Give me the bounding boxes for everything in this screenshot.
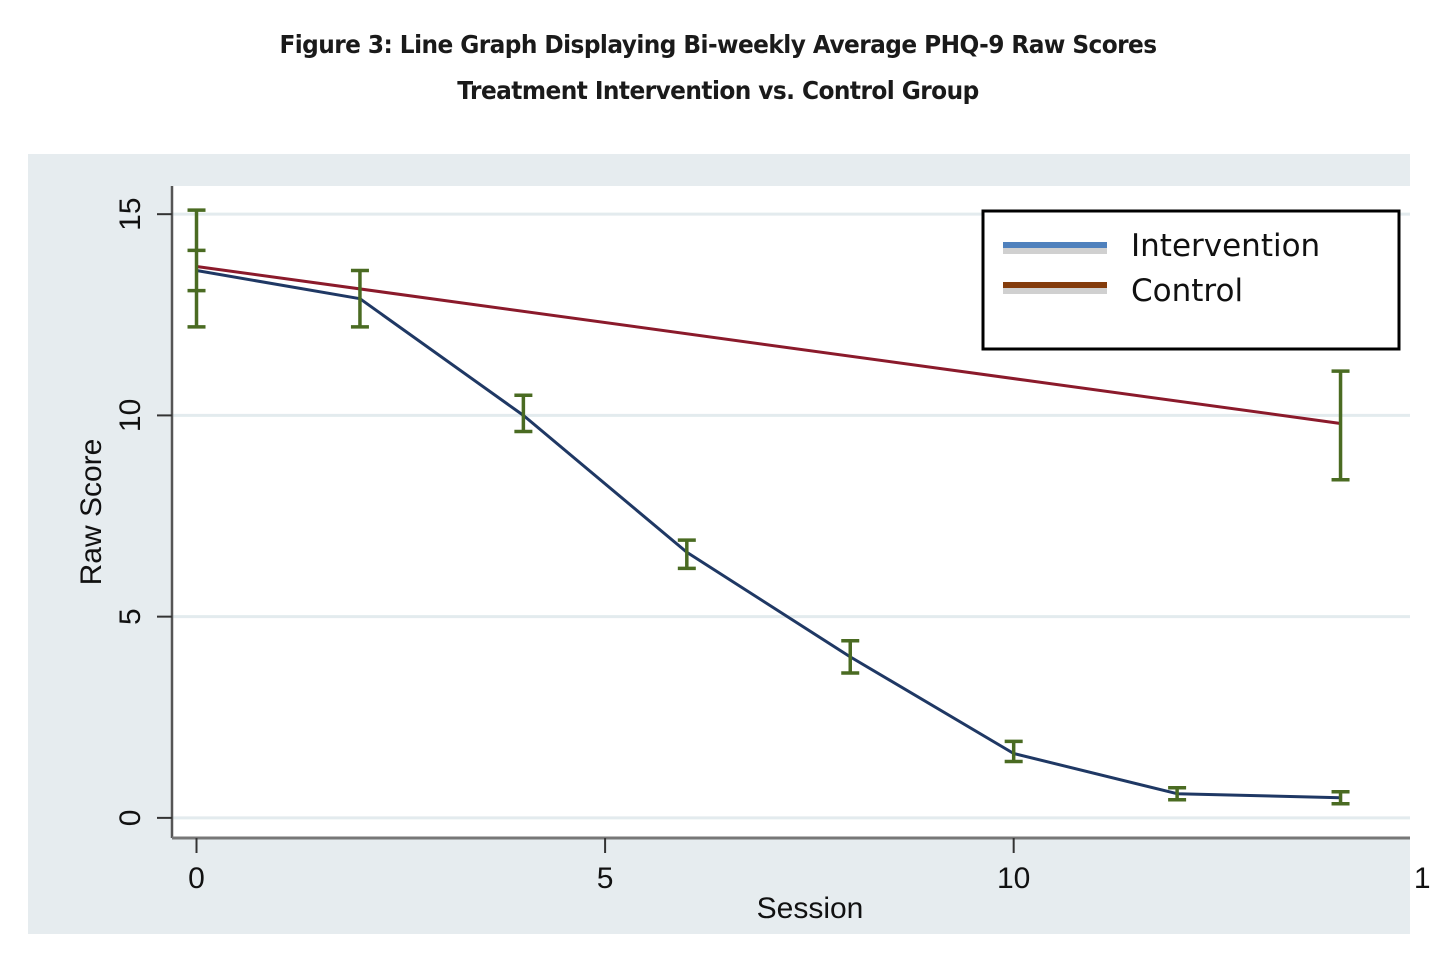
series-line-control (196, 265, 1341, 425)
legend-swatch-control (1003, 282, 1107, 288)
gridlines (172, 212, 1410, 820)
y-axis-title: Raw Score (75, 439, 108, 586)
x-tick-label: 1 (1414, 862, 1431, 895)
axes (170, 186, 1410, 840)
legend-label-intervention: Intervention (1131, 228, 1320, 264)
x-axis-ticks: 0 5 10 1 (188, 838, 1431, 895)
legend-box (981, 209, 1401, 351)
series-line-intervention (196, 269, 1341, 800)
legend-swatch-control-shadow (1003, 287, 1107, 294)
x-axis-title: Session (757, 892, 864, 925)
error-bar (1331, 789, 1350, 806)
y-tick-label: 0 (114, 810, 147, 827)
y-tick-label: 5 (114, 608, 147, 625)
error-bar (677, 538, 696, 571)
error-bar (841, 639, 860, 675)
error-bar (1331, 369, 1350, 482)
legend: Intervention Control (981, 209, 1401, 351)
error-bar (350, 268, 369, 329)
legend-swatch-intervention-shadow (1003, 247, 1107, 254)
legend-swatch-intervention (1003, 242, 1107, 248)
x-tick-label: 5 (597, 862, 614, 895)
error-bar (187, 208, 206, 329)
legend-label-control: Control (1131, 273, 1243, 309)
figure-title-line-1: Figure 3: Line Graph Displaying Bi-weekl… (279, 30, 1157, 59)
y-tick-label: 10 (114, 399, 147, 432)
y-axis-ticks: 0 5 10 15 (114, 197, 172, 826)
error-bar (1168, 785, 1187, 802)
error-bar (514, 393, 533, 434)
x-tick-label: 10 (997, 862, 1030, 895)
error-bar (1004, 739, 1023, 764)
y-tick-label: 15 (114, 197, 147, 230)
error-bars (187, 208, 1350, 806)
figure-title-line-2: Treatment Intervention vs. Control Group (457, 76, 979, 105)
series-lines (196, 265, 1341, 800)
x-tick-label: 0 (188, 862, 205, 895)
